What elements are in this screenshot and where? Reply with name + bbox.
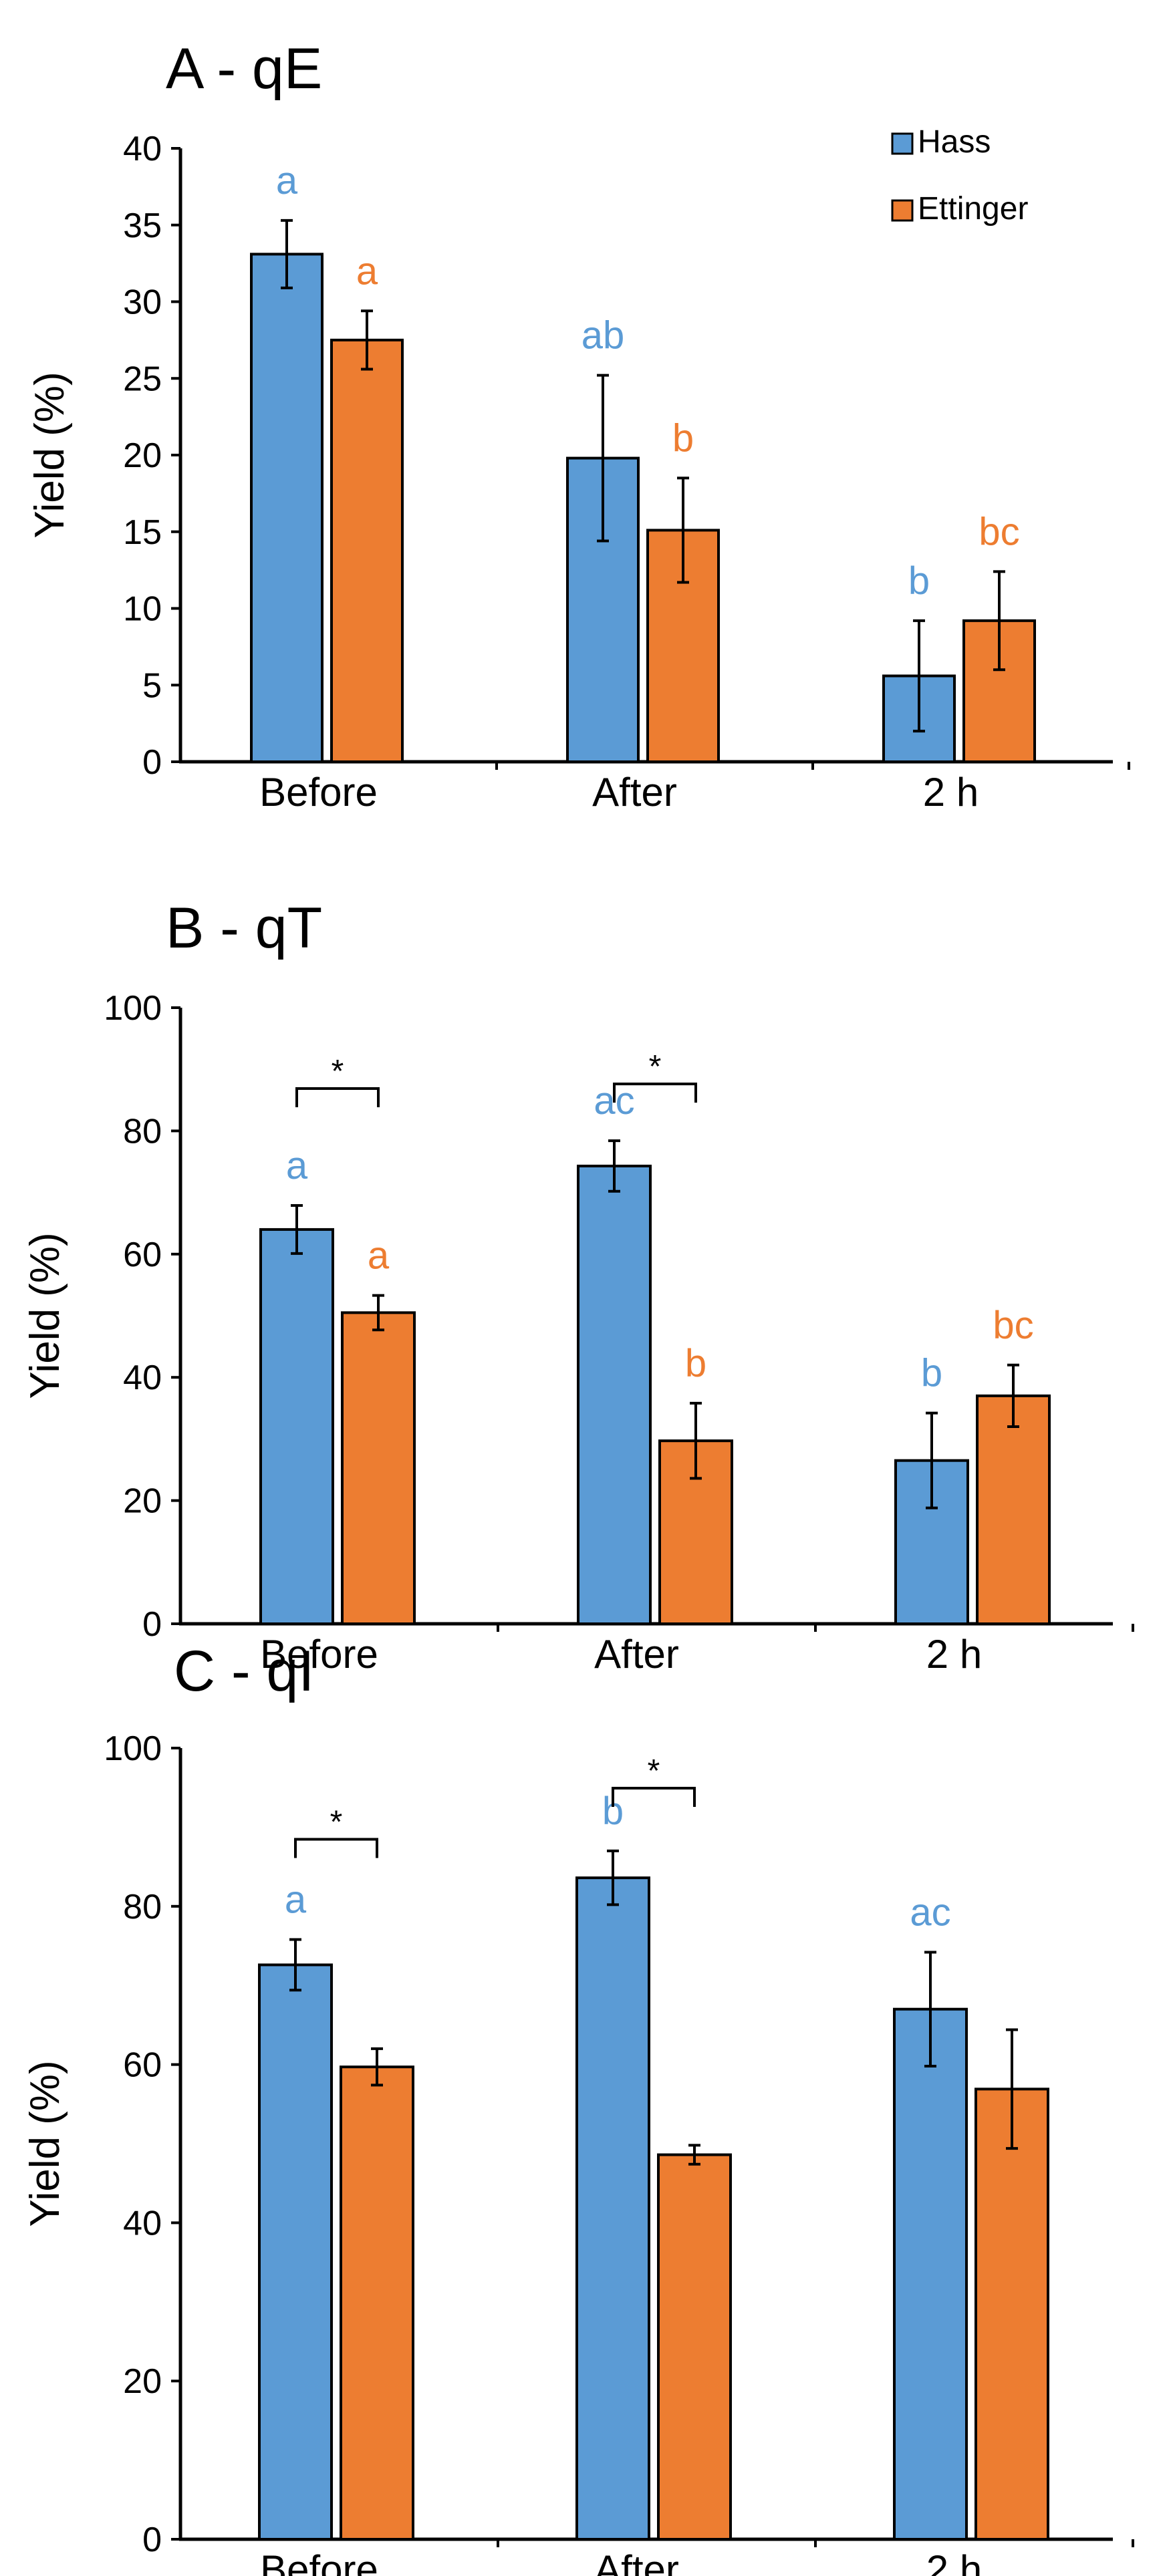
significance-letter: bc [993,1304,1033,1347]
chart-panel-2: B - qT Yield (%) 0 20 40 60 80 100 Before After 2 … [22,896,1134,1677]
significance-bracket [294,1838,378,1858]
legend-swatch-hass [891,132,914,155]
bar-ettinger [341,1311,416,1625]
bar-hass [250,253,323,764]
y-axis-label: Yield (%) [27,372,73,538]
y-tick-label: 80 [123,1112,162,1151]
significance-letter: bc [979,510,1019,553]
significance-star: * [649,1049,662,1085]
x-tick-label: After [592,770,677,815]
bar-ettinger [330,338,404,763]
significance-letter: a [285,1878,307,1922]
bar-ettinger [976,1394,1051,1626]
y-tick-label: 40 [123,130,162,168]
significance-letter: a [368,1234,390,1278]
legend-label-ettinger: Ettinger [918,191,1028,227]
significance-star: * [332,1054,344,1089]
y-tick-label: 100 [104,1729,162,1768]
significance-bracket [613,1083,697,1103]
x-tick-label: 2 h [926,1632,982,1677]
y-tick-label: 0 [142,743,162,782]
y-tick-label: 5 [142,666,162,705]
bar-hass [893,2007,968,2541]
x-tick-label: Before [260,1632,378,1677]
chart-title: A - qE [166,37,322,101]
x-tick-label: After [594,1632,679,1677]
y-tick-label: 40 [123,1358,162,1397]
x-tick-label: Before [259,770,378,815]
significance-letter: a [286,1144,308,1187]
y-tick-label: 30 [123,283,162,322]
bar-ettinger [975,2088,1049,2541]
significance-letter: a [356,249,378,293]
significance-letter: b [672,416,694,460]
legend-label-hass: Hass [918,124,991,160]
bar-hass [258,1963,333,2541]
y-axis-label: Yield (%) [22,1232,68,1399]
y-tick-label: 0 [142,2521,162,2559]
bar-hass [259,1228,334,1626]
significance-bracket [612,1787,696,1807]
chart-panel-3: C - qI Yield (%) 0 20 40 60 80 100 Before After 2 … [22,1639,1134,2576]
significance-star: * [330,1805,343,1840]
bar-ettinger [646,529,720,764]
significance-letter: b [685,1342,706,1385]
chart-title: C - qI [174,1639,314,1703]
y-tick-label: 25 [123,360,162,398]
significance-bracket [295,1087,380,1107]
y-tick-label: 80 [123,1888,162,1926]
y-tick-label: 40 [123,2204,162,2243]
y-tick-label: 20 [123,436,162,475]
bar-hass [575,1876,650,2541]
chart-title: B - qT [166,896,322,960]
y-tick-label: 60 [123,1236,162,1274]
y-tick-label: 10 [123,590,162,629]
chart-panel-1: A - qE Yield (%) 0 5 10 15 20 25 30 35 40 Before Aft… [27,37,1130,815]
bar-ettinger [657,2153,732,2541]
y-tick-label: 60 [123,2046,162,2085]
y-tick-label: 100 [104,989,162,1028]
legend: Hass Ettinger [891,124,1028,227]
significance-letter: a [276,159,298,202]
significance-letter: b [921,1352,942,1395]
y-tick-label: 20 [123,2362,162,2401]
y-tick-label: 20 [123,1482,162,1521]
legend-swatch-ettinger [891,199,914,222]
y-tick-label: 0 [142,1605,162,1644]
significance-star: * [648,1753,660,1789]
y-tick-label: 35 [123,206,162,245]
x-tick-label: 2 h [926,2547,982,2576]
significance-letter: ac [910,1890,950,1934]
bar-hass [577,1164,652,1625]
bar-ettinger [340,2065,414,2541]
significance-letter: b [908,559,930,603]
y-tick-label: 15 [123,513,162,552]
x-tick-label: Before [260,2547,378,2576]
x-tick-label: After [594,2547,679,2576]
y-axis-label: Yield (%) [22,2060,68,2227]
significance-letter: ab [581,314,625,357]
x-tick-label: 2 h [923,770,979,815]
